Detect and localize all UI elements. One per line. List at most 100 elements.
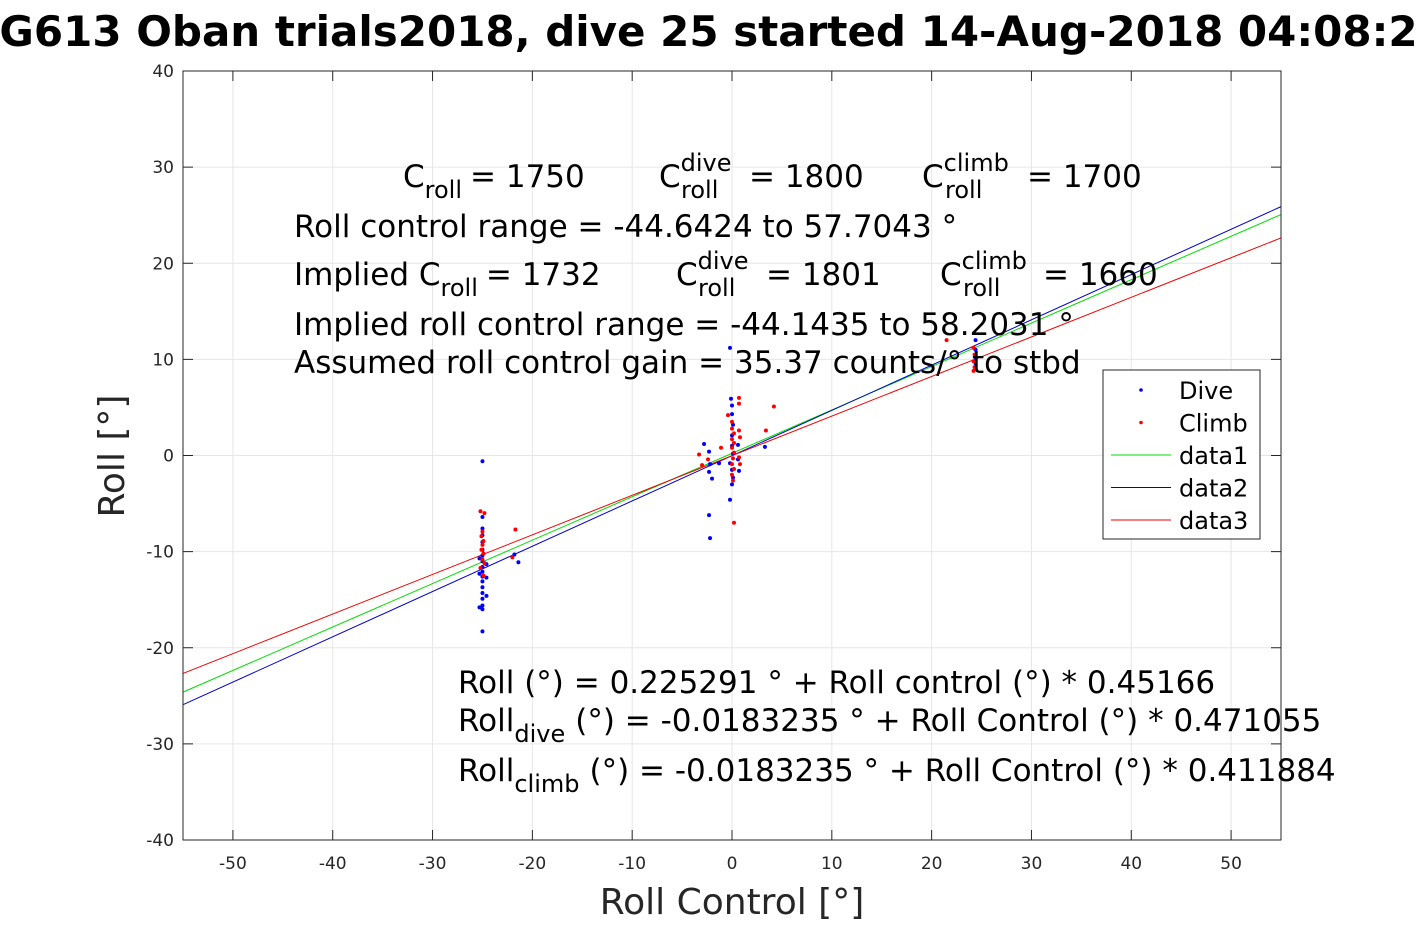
climb-point: [480, 542, 485, 547]
c-dive-value: = 1800: [749, 159, 864, 195]
climb-point: [771, 404, 776, 409]
dive-point: [730, 412, 734, 417]
climb-point: [479, 547, 484, 552]
dive-point: [480, 526, 485, 531]
climb-point: [480, 557, 485, 562]
x-tick-label: -30: [419, 854, 447, 874]
climb-point: [763, 428, 768, 433]
climb-point: [972, 352, 977, 357]
climb-point: [479, 534, 484, 539]
legend-label-climb: Climb: [1179, 410, 1248, 438]
x-tick-label: -20: [518, 854, 546, 874]
c-roll-annotation: Croll = 1750: [403, 159, 585, 204]
implied-c-roll: Implied Croll = 1732: [294, 257, 601, 302]
climb-point: [513, 527, 518, 532]
y-tick-label: 40: [152, 62, 174, 82]
climb-point: [700, 463, 705, 468]
chart-title: SG613 Oban trials2018, dive 25 started 1…: [0, 7, 1417, 56]
dive-point: [484, 593, 489, 598]
axis-ticks: -50 -40 -30 -20 -10 0 10 20 30 40 50 -40 -30 -20 -10 0 1…: [146, 62, 1281, 874]
dive-point: [730, 482, 734, 487]
fit-equation-all: Roll (°) = 0.225291 ° + Roll control (°)…: [458, 665, 1215, 701]
y-tick-label: 10: [152, 350, 174, 370]
dive-point: [480, 590, 485, 595]
climb-point: [730, 462, 734, 467]
dive-point: [480, 515, 485, 520]
climb-point: [730, 437, 734, 442]
implied-c-climb: Cclimb: [940, 247, 1027, 293]
x-tick-label: 40: [1120, 854, 1142, 874]
climb-point: [697, 452, 702, 457]
climb-point: [737, 462, 742, 467]
climb-point: [730, 419, 734, 424]
climb-point: [736, 428, 741, 433]
climb-point: [737, 435, 742, 440]
climb-point: [731, 520, 736, 525]
dive-point: [717, 461, 722, 466]
dive-point: [728, 345, 733, 350]
c-climb-value: = 1700: [1027, 159, 1142, 195]
y-axis-label: Roll [°]: [92, 395, 133, 518]
dive-point: [480, 596, 485, 601]
climb-point: [731, 450, 736, 455]
climb-point: [736, 395, 741, 400]
dive-point: [477, 605, 482, 610]
dive-point: [736, 468, 741, 473]
implied-c-dive: Cdive: [676, 247, 749, 293]
dive-point: [708, 462, 713, 467]
implied-c-dive-sub: roll: [698, 274, 735, 302]
dive-point: [973, 338, 978, 343]
c-dive-sub: roll: [681, 176, 718, 204]
legend-label-data1: data1: [1179, 442, 1248, 470]
y-tick-label: -40: [146, 831, 174, 851]
assumed-gain: Assumed roll control gain = 35.37 counts…: [294, 345, 1081, 381]
climb-point: [944, 338, 949, 343]
c-climb-annotation: Cclimb: [922, 149, 1009, 195]
dive-point: [480, 629, 485, 634]
y-tick-label: 30: [152, 158, 174, 178]
climb-point: [481, 573, 486, 578]
climb-point: [481, 551, 486, 556]
legend: Dive Climb data1 data2 data3: [1102, 369, 1261, 540]
climb-point: [972, 365, 977, 370]
x-tick-label: -50: [219, 854, 247, 874]
climb-point: [730, 472, 734, 477]
y-tick-label: 20: [152, 254, 174, 274]
x-tick-label: 20: [921, 854, 943, 874]
climb-point: [971, 345, 976, 350]
legend-marker-climb: [1139, 420, 1143, 425]
climb-point: [736, 455, 741, 460]
climb-point: [731, 441, 736, 446]
legend-label-data3: data3: [1179, 507, 1248, 535]
dive-point: [735, 442, 740, 447]
x-tick-label: 30: [1021, 854, 1043, 874]
climb-point: [719, 445, 724, 450]
legend-label-dive: Dive: [1179, 377, 1233, 405]
dive-point: [480, 607, 485, 612]
dive-point: [707, 469, 712, 474]
implied-c-climb-value: = 1660: [1043, 257, 1158, 293]
dive-point: [707, 449, 712, 454]
climb-point: [730, 456, 735, 461]
x-tick-label: 50: [1220, 854, 1242, 874]
dive-point: [480, 603, 485, 608]
x-tick-label: -10: [618, 854, 646, 874]
climb-point: [478, 509, 483, 514]
dive-point: [729, 396, 734, 401]
dive-point: [707, 513, 712, 518]
y-tick-label: -10: [146, 543, 174, 563]
dive-point: [762, 444, 767, 449]
climb-point: [736, 401, 741, 406]
y-tick-label: -20: [146, 639, 174, 659]
climb-point: [481, 539, 486, 544]
dive-point: [710, 476, 715, 481]
climb-point: [731, 431, 736, 436]
dive-point: [702, 441, 707, 446]
dive-point: [728, 497, 733, 502]
dive-point: [477, 571, 482, 576]
x-tick-label: 10: [821, 854, 843, 874]
climb-point: [478, 565, 483, 570]
implied-roll-control-range: Implied roll control range = -44.1435 to…: [294, 307, 1074, 343]
dive-point: [708, 536, 713, 541]
